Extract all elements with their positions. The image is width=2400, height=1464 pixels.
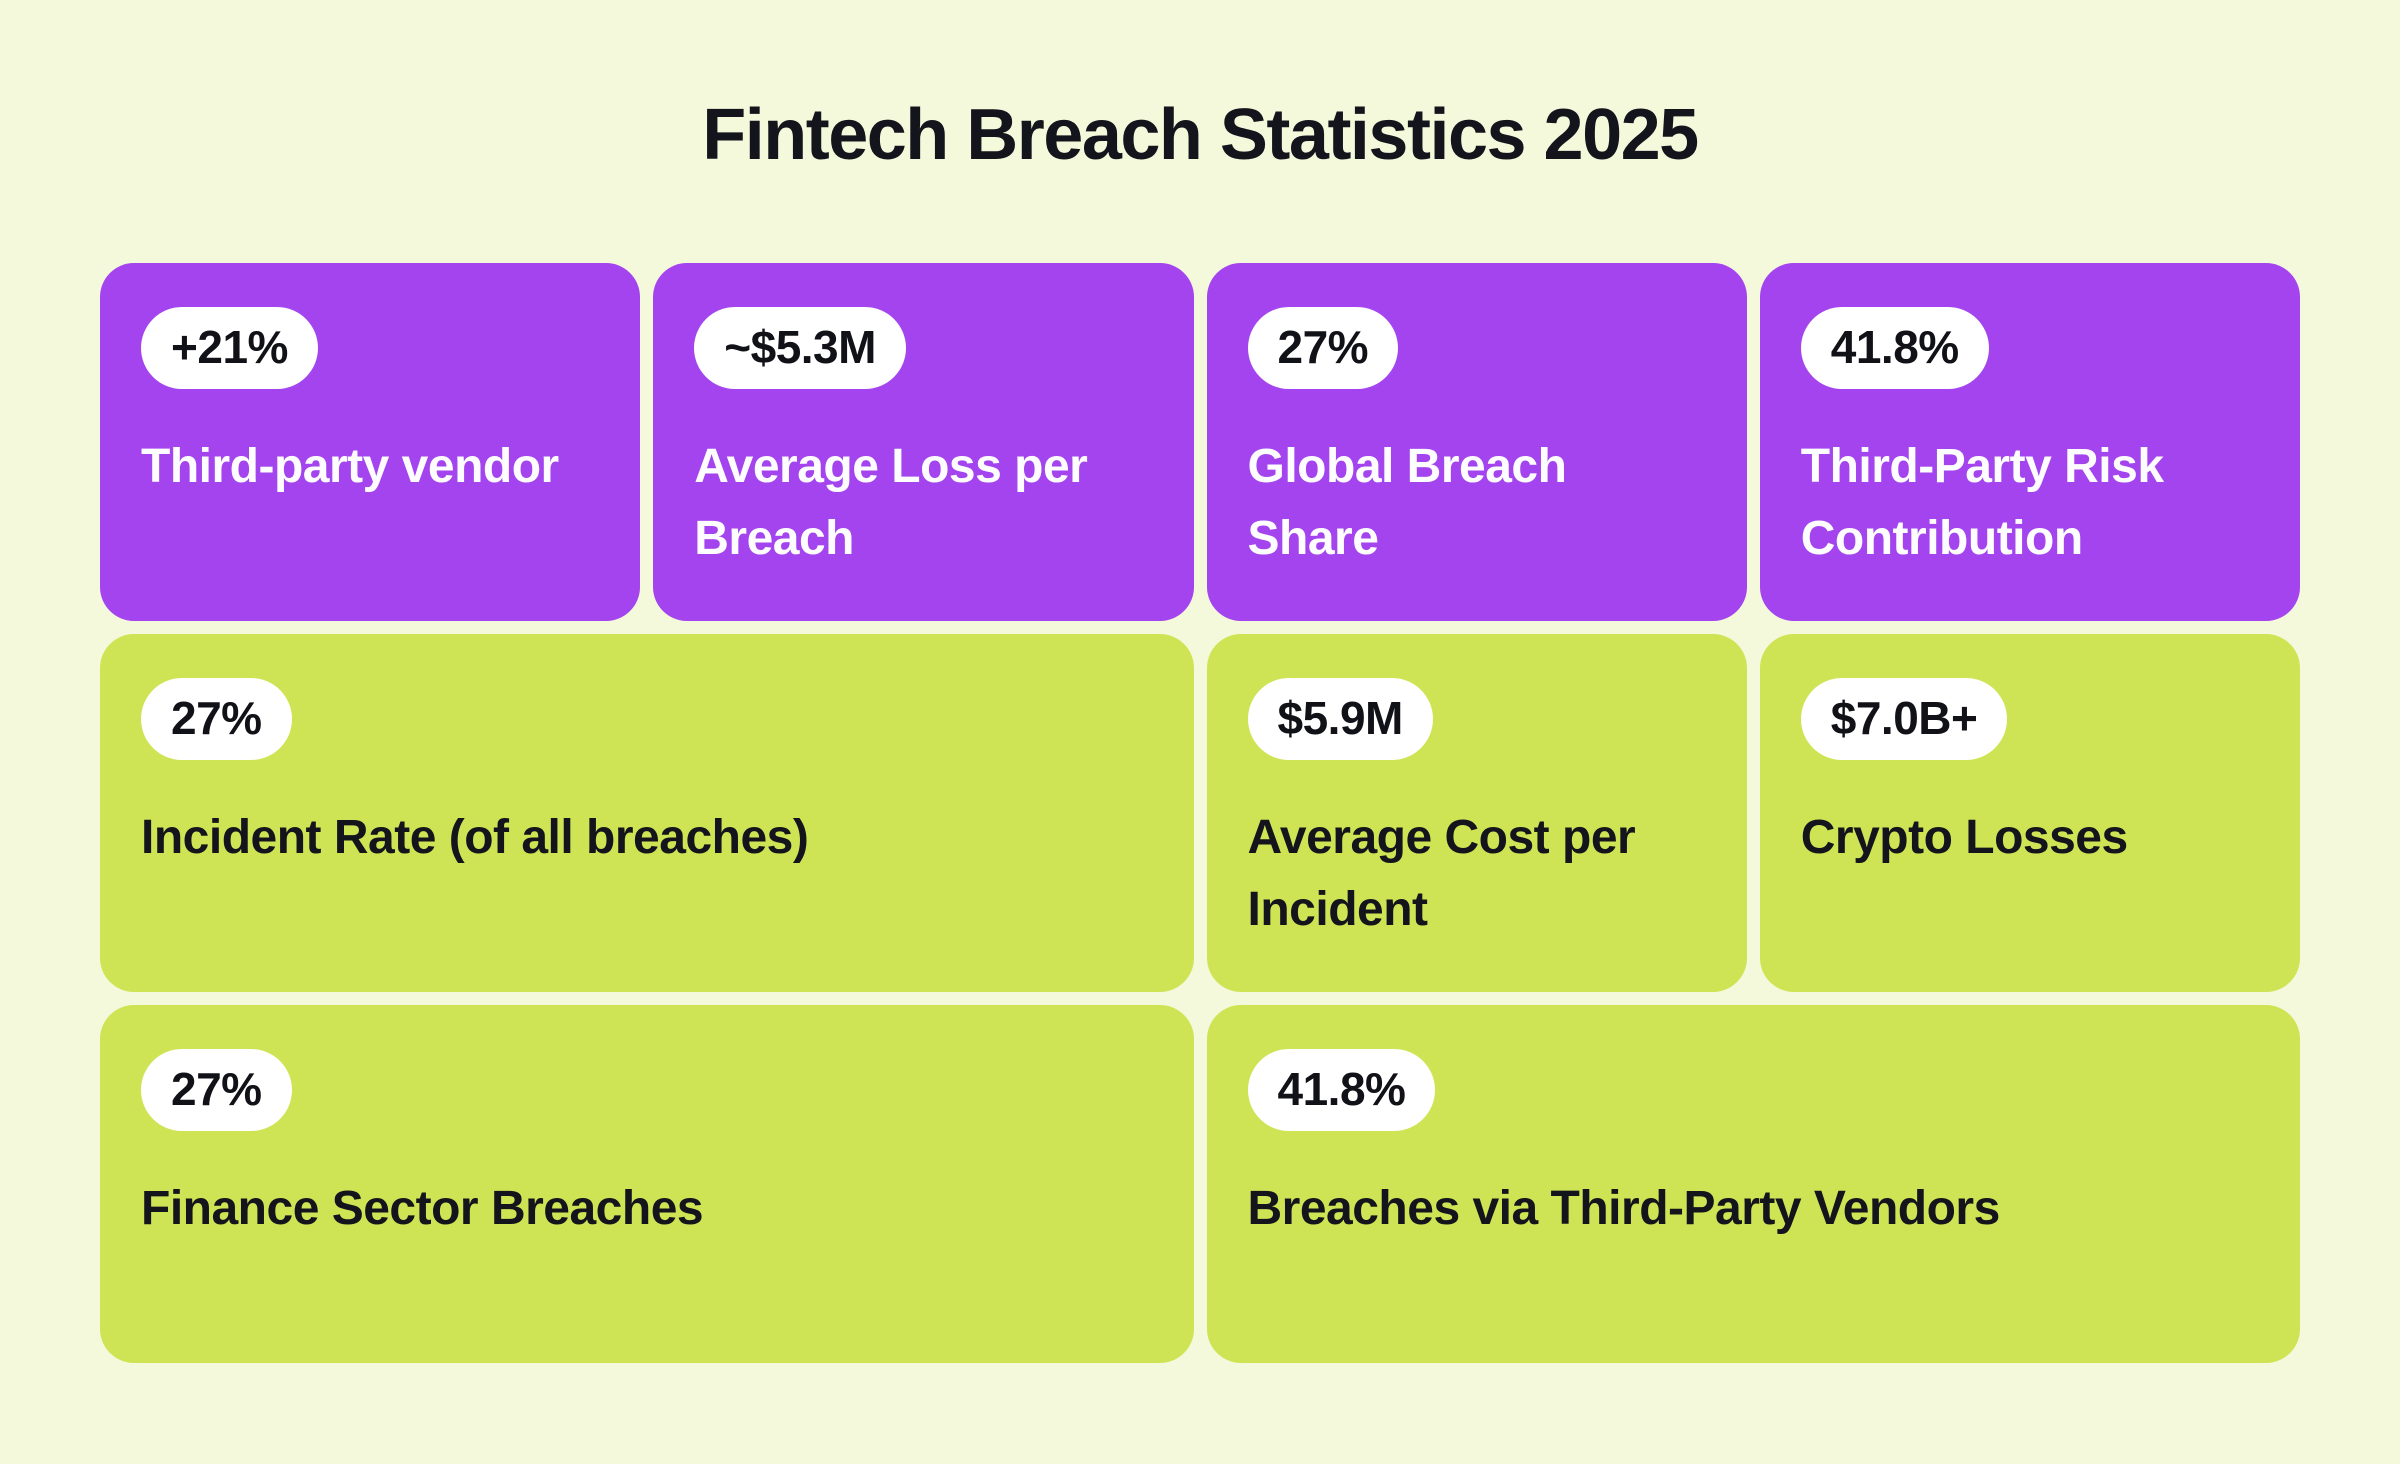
stat-value-badge: 27%: [141, 1049, 292, 1131]
stat-value-badge: 41.8%: [1247, 1049, 1436, 1131]
stat-card: $7.0B+ Crypto Losses: [1759, 634, 2300, 993]
stat-card: 41.8% Breaches via Third-Party Vendors: [1206, 1005, 2300, 1364]
stat-label: Third-party vendor: [141, 439, 559, 493]
stat-label: Crypto Losses: [1800, 810, 2128, 864]
page-title: Fintech Breach Statistics 2025: [702, 95, 1699, 175]
stat-value-badge: $7.0B+: [1800, 678, 2008, 760]
stat-card: 27% Global Breach Share: [1206, 263, 1747, 622]
stat-label: Third-Party Risk Contribution: [1800, 439, 2164, 565]
stat-value-badge: 27%: [141, 678, 292, 760]
stat-label: Average Loss per Breach: [694, 439, 1088, 565]
stat-value-badge: 27%: [1247, 307, 1399, 389]
stat-label: Finance Sector Breaches: [141, 1181, 704, 1235]
stat-card: +21% Third-party vendor: [100, 263, 641, 622]
stat-card: 41.8% Third-Party Risk Contribution: [1759, 263, 2300, 622]
stat-card: $5.9M Average Cost per Incident: [1206, 634, 1747, 993]
stat-label: Average Cost per Incident: [1247, 810, 1636, 936]
stat-card: 27% Finance Sector Breaches: [100, 1005, 1194, 1364]
stat-card: 27% Incident Rate (of all breaches): [100, 634, 1194, 993]
stat-card: ~$5.3M Average Loss per Breach: [653, 263, 1194, 622]
stat-value-badge: 41.8%: [1800, 307, 1989, 389]
stat-value-badge: +21%: [141, 307, 318, 389]
stats-grid: +21% Third-party vendor ~$5.3M Average L…: [100, 263, 2300, 1364]
stat-label: Breaches via Third-Party Vendors: [1247, 1181, 2001, 1235]
stat-value-badge: $5.9M: [1247, 678, 1433, 760]
infographic: Fintech Breach Statistics 2025 +21% Thir…: [0, 92, 2400, 1464]
stat-value-badge: ~$5.3M: [694, 307, 906, 389]
stat-label: Incident Rate (of all breaches): [141, 810, 809, 864]
stat-label: Global Breach Share: [1247, 439, 1567, 565]
